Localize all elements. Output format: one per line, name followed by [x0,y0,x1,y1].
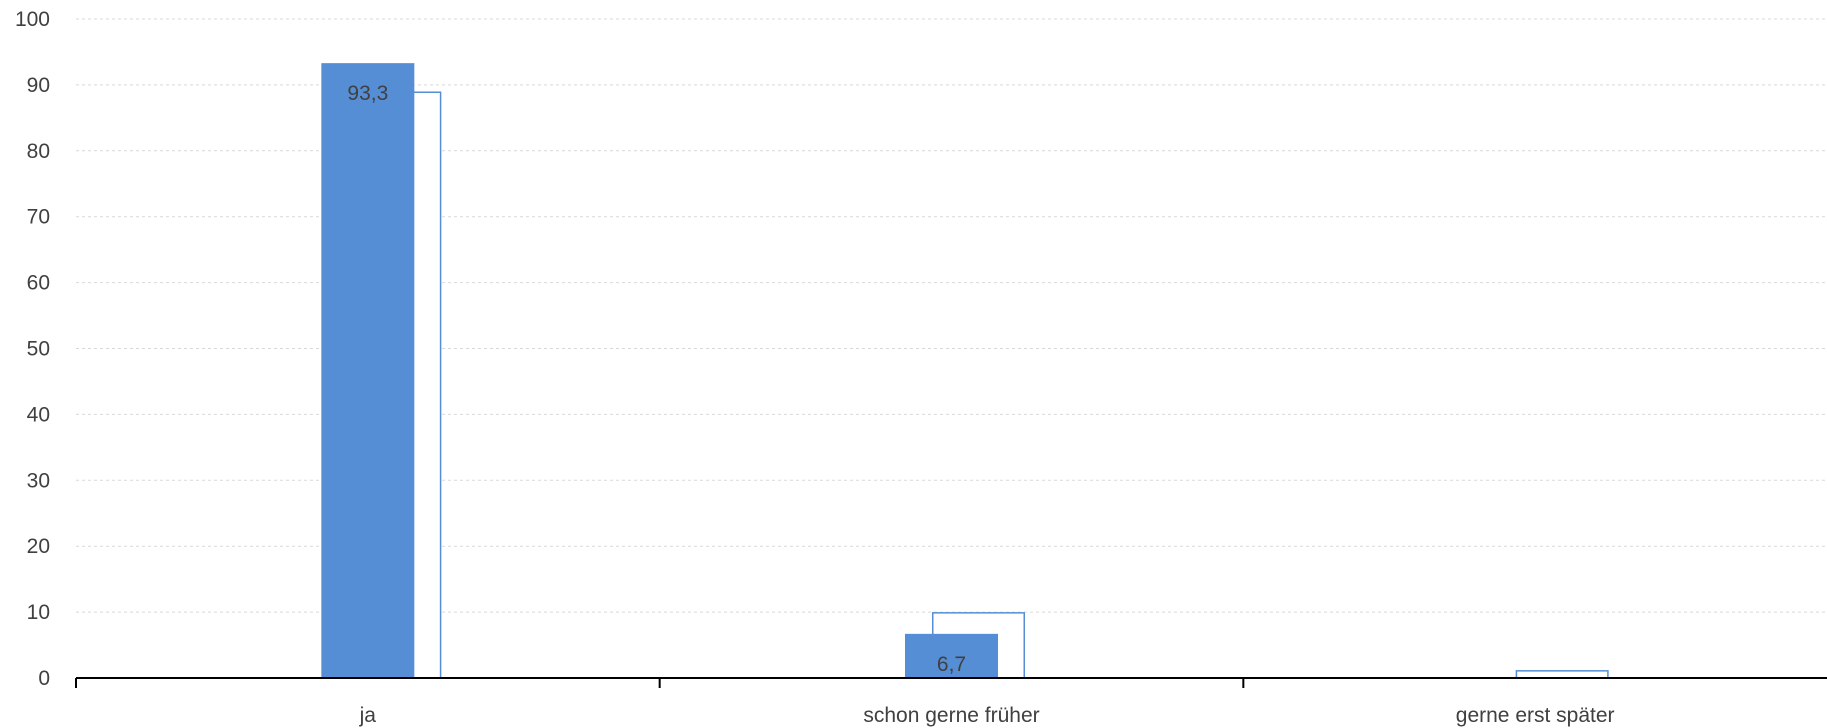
axes [75,677,1827,688]
x-category-label: gerne erst später [1456,704,1615,727]
data-label: 6,7 [937,653,966,676]
y-tick-label: 30 [27,469,50,492]
x-category-label: schon gerne früher [863,704,1039,727]
y-tick-label: 20 [27,535,50,558]
bar-outline-2 [1515,670,1609,679]
gridlines [76,18,1827,613]
bars [321,63,1609,679]
y-tick-label: 90 [27,74,50,97]
y-tick-label: 50 [27,338,50,361]
labels: 0 10 20 30 40 50 60 70 80 90 100 93,3 ja 6,7 schon ger… [15,8,1615,727]
y-tick-label: 100 [15,8,50,31]
y-tick-label: 70 [27,206,50,229]
y-tick-label: 10 [27,601,50,624]
y-tick-label: 0 [38,667,50,690]
x-category-label: ja [359,704,377,727]
bar-filled-1 [905,633,998,678]
data-label: 93,3 [347,82,388,105]
bar-filled-0 [321,63,415,678]
y-tick-label: 40 [27,403,50,426]
y-tick-label: 60 [27,272,50,295]
y-tick-label: 80 [27,140,50,163]
